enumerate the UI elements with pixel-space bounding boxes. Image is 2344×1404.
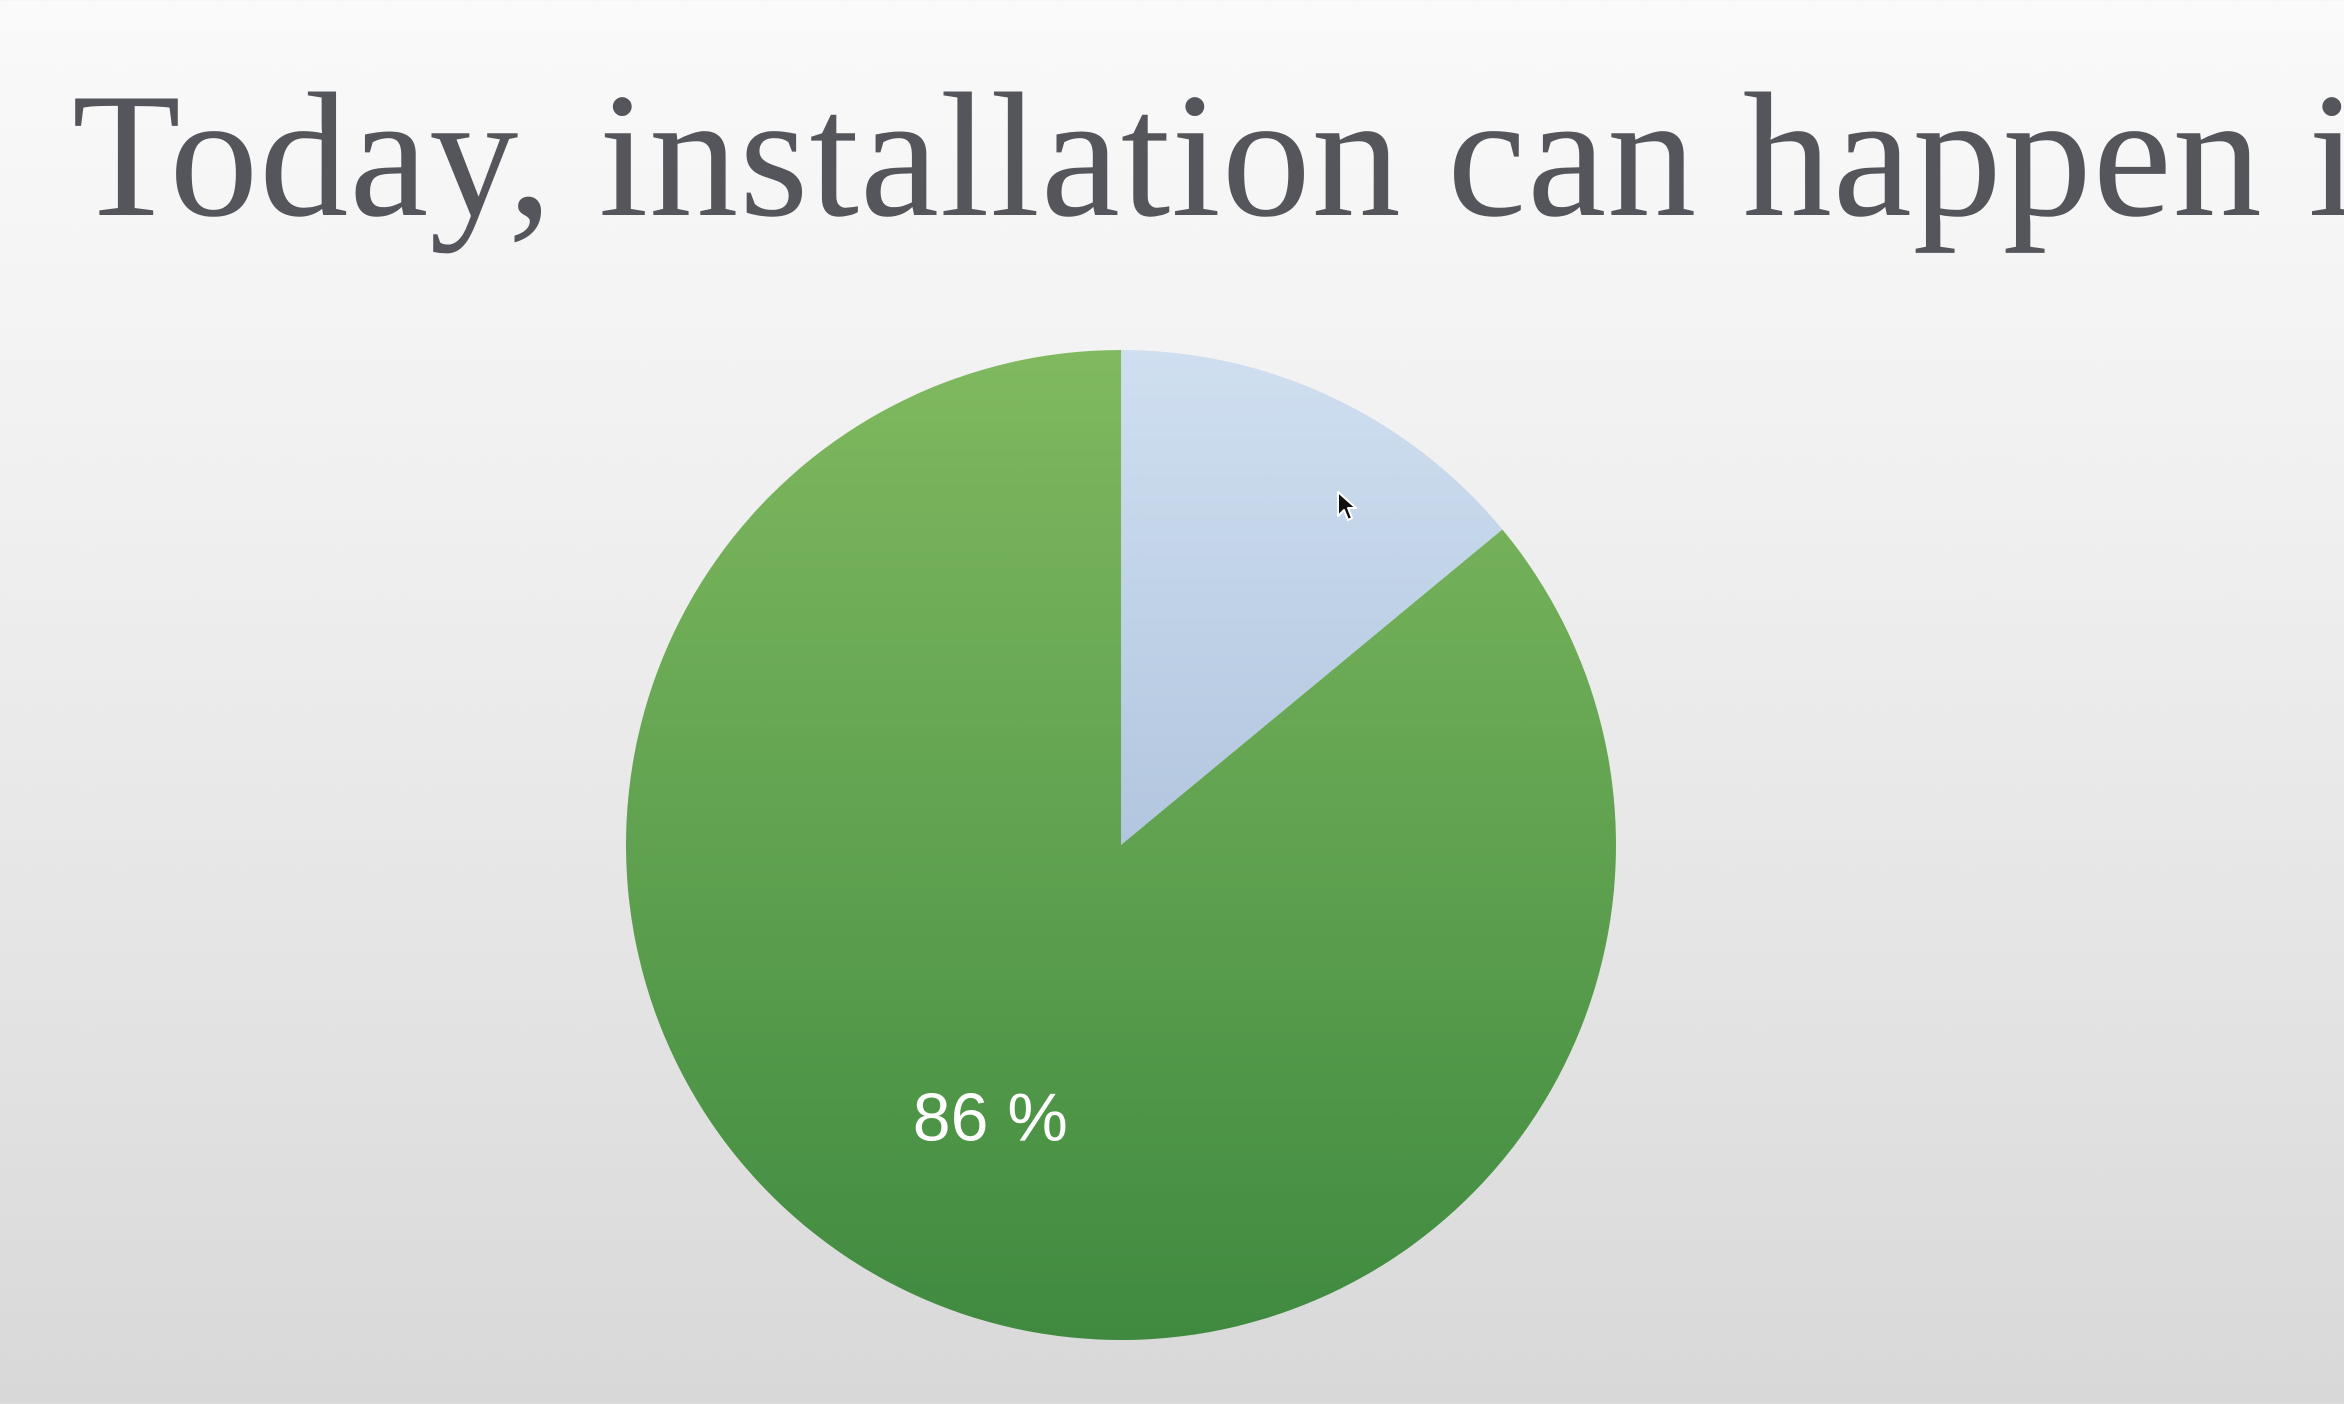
pie-slice-0 <box>1121 350 1503 845</box>
pie-slice-1 <box>625 350 1616 1340</box>
mouse-cursor-icon <box>1337 491 1357 521</box>
slide-title: Today, installation can happen in <box>72 56 2344 254</box>
pie-slices: 86 % <box>625 350 1616 1340</box>
pie-slice-label-1: 86 % <box>913 1080 1068 1156</box>
